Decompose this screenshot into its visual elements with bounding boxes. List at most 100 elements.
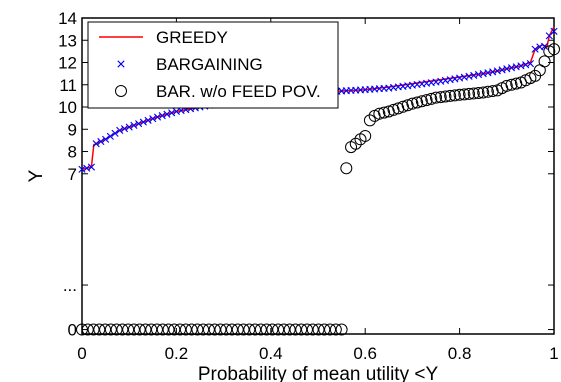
bar-wo-feed-point — [420, 94, 433, 107]
bargaining-point — [531, 45, 539, 53]
x-axis-label: Probability of mean utility <Y — [198, 364, 439, 382]
bar-wo-feed-point — [486, 85, 499, 98]
bar-wo-feed-point — [283, 323, 296, 336]
y-tick-label: 12 — [58, 54, 77, 73]
bar-wo-feed-point — [458, 88, 471, 101]
bar-wo-feed-point — [335, 323, 348, 336]
bar-wo-feed-point — [444, 89, 457, 102]
bar-wo-feed-point — [378, 106, 391, 119]
bargaining-point — [144, 116, 152, 124]
bar-wo-feed-point — [191, 323, 204, 336]
bar-wo-feed-point — [340, 162, 353, 175]
series-circle — [76, 43, 560, 336]
bar-wo-feed-point — [225, 323, 238, 336]
y-tick-label: 14 — [58, 9, 77, 28]
bar-wo-feed-point — [110, 323, 123, 336]
bar-wo-feed-point — [439, 90, 452, 103]
bargaining-point — [92, 140, 100, 148]
bar-wo-feed-point — [500, 79, 513, 92]
x-tick-label: 0.6 — [353, 344, 377, 363]
bar-wo-feed-point — [349, 137, 362, 150]
bar-wo-feed-point — [425, 92, 438, 105]
bar-wo-feed-point — [237, 323, 250, 336]
bar-wo-feed-point — [249, 323, 262, 336]
bar-wo-feed-point — [453, 88, 466, 101]
bargaining-point — [130, 121, 138, 129]
y-axis-label: Y — [26, 169, 47, 182]
bar-wo-feed-point — [272, 323, 285, 336]
bar-wo-feed-point — [150, 323, 163, 336]
y-tick-label: 0 — [68, 321, 77, 340]
bar-wo-feed-point — [306, 323, 319, 336]
bar-wo-feed-point — [260, 323, 273, 336]
bar-wo-feed-point — [197, 323, 210, 336]
y-tick-label: 13 — [58, 31, 77, 50]
bargaining-point — [120, 125, 129, 133]
bar-wo-feed-point — [116, 323, 129, 336]
bargaining-point — [540, 42, 549, 50]
bargaining-point — [163, 110, 171, 118]
bar-wo-feed-point — [548, 43, 560, 56]
x-tick-label: 0.8 — [448, 344, 472, 363]
bar-wo-feed-point — [373, 107, 386, 120]
bar-wo-feed-point — [300, 323, 313, 336]
legend-symbol-circle — [115, 85, 127, 97]
bar-wo-feed-point — [401, 99, 414, 112]
bar-wo-feed-point — [168, 323, 181, 336]
y-tick-label: 10 — [58, 98, 77, 117]
bar-wo-feed-point — [185, 323, 198, 336]
bar-wo-feed-point — [81, 323, 94, 336]
legend-label: BARGAINING — [156, 55, 263, 74]
bar-wo-feed-point — [133, 323, 146, 336]
bar-wo-feed-point — [312, 323, 325, 336]
y-tick-label: 8 — [68, 143, 77, 162]
bargaining-point — [125, 123, 133, 131]
bar-wo-feed-point — [122, 323, 135, 336]
bargaining-point — [102, 135, 110, 143]
x-tick-label: 0.2 — [165, 344, 189, 363]
series-line — [81, 26, 555, 171]
bargaining-point — [149, 115, 157, 123]
x-tick-label: 0 — [77, 344, 86, 363]
legend: GREEDY BARGAINING BAR. w/o FEED POV. — [87, 21, 339, 109]
bar-wo-feed-point — [87, 323, 100, 336]
bar-wo-feed-point — [145, 323, 158, 336]
bar-wo-feed-point — [156, 323, 169, 336]
bar-wo-feed-point — [202, 323, 215, 336]
bar-wo-feed-point — [277, 323, 290, 336]
bar-wo-feed-point — [289, 323, 302, 336]
y-tick-label: 9 — [68, 120, 77, 139]
bar-wo-feed-point — [127, 323, 140, 336]
legend-label: GREEDY — [156, 28, 228, 47]
x-tick-label: 0.4 — [259, 344, 283, 363]
bar-wo-feed-point — [411, 96, 424, 109]
bar-wo-feed-point — [208, 323, 221, 336]
bar-wo-feed-point — [104, 323, 117, 336]
y-axis: 0... 7 8 9 10 11 12 13 14 — [58, 9, 554, 340]
bar-wo-feed-point — [415, 95, 428, 108]
bar-wo-feed-point — [329, 323, 342, 336]
bar-wo-feed-point — [220, 323, 233, 336]
bar-wo-feed-point — [472, 86, 485, 99]
bar-wo-feed-point — [99, 323, 112, 336]
bar-wo-feed-point — [139, 323, 152, 336]
bar-wo-feed-point — [76, 323, 88, 336]
x-tick-label: 1 — [549, 344, 558, 363]
bargaining-point — [106, 132, 114, 140]
bargaining-point — [135, 120, 143, 128]
bar-wo-feed-point — [324, 323, 337, 336]
legend-label: BAR. w/o FEED POV. — [156, 82, 321, 101]
bargaining-point — [87, 163, 96, 171]
bar-wo-feed-point — [505, 78, 518, 91]
bar-wo-feed-point — [538, 55, 551, 68]
bar-wo-feed-point — [434, 91, 447, 104]
bargaining-point — [526, 60, 534, 68]
bar-wo-feed-point — [174, 323, 187, 336]
bargaining-point — [168, 109, 176, 117]
bar-wo-feed-point — [363, 114, 376, 127]
bar-wo-feed-point — [254, 323, 267, 336]
bar-wo-feed-point — [231, 323, 244, 336]
y-tick-label: 7 — [68, 165, 77, 184]
x-axis: 0 0.2 0.4 0.6 0.8 1 — [77, 18, 559, 363]
